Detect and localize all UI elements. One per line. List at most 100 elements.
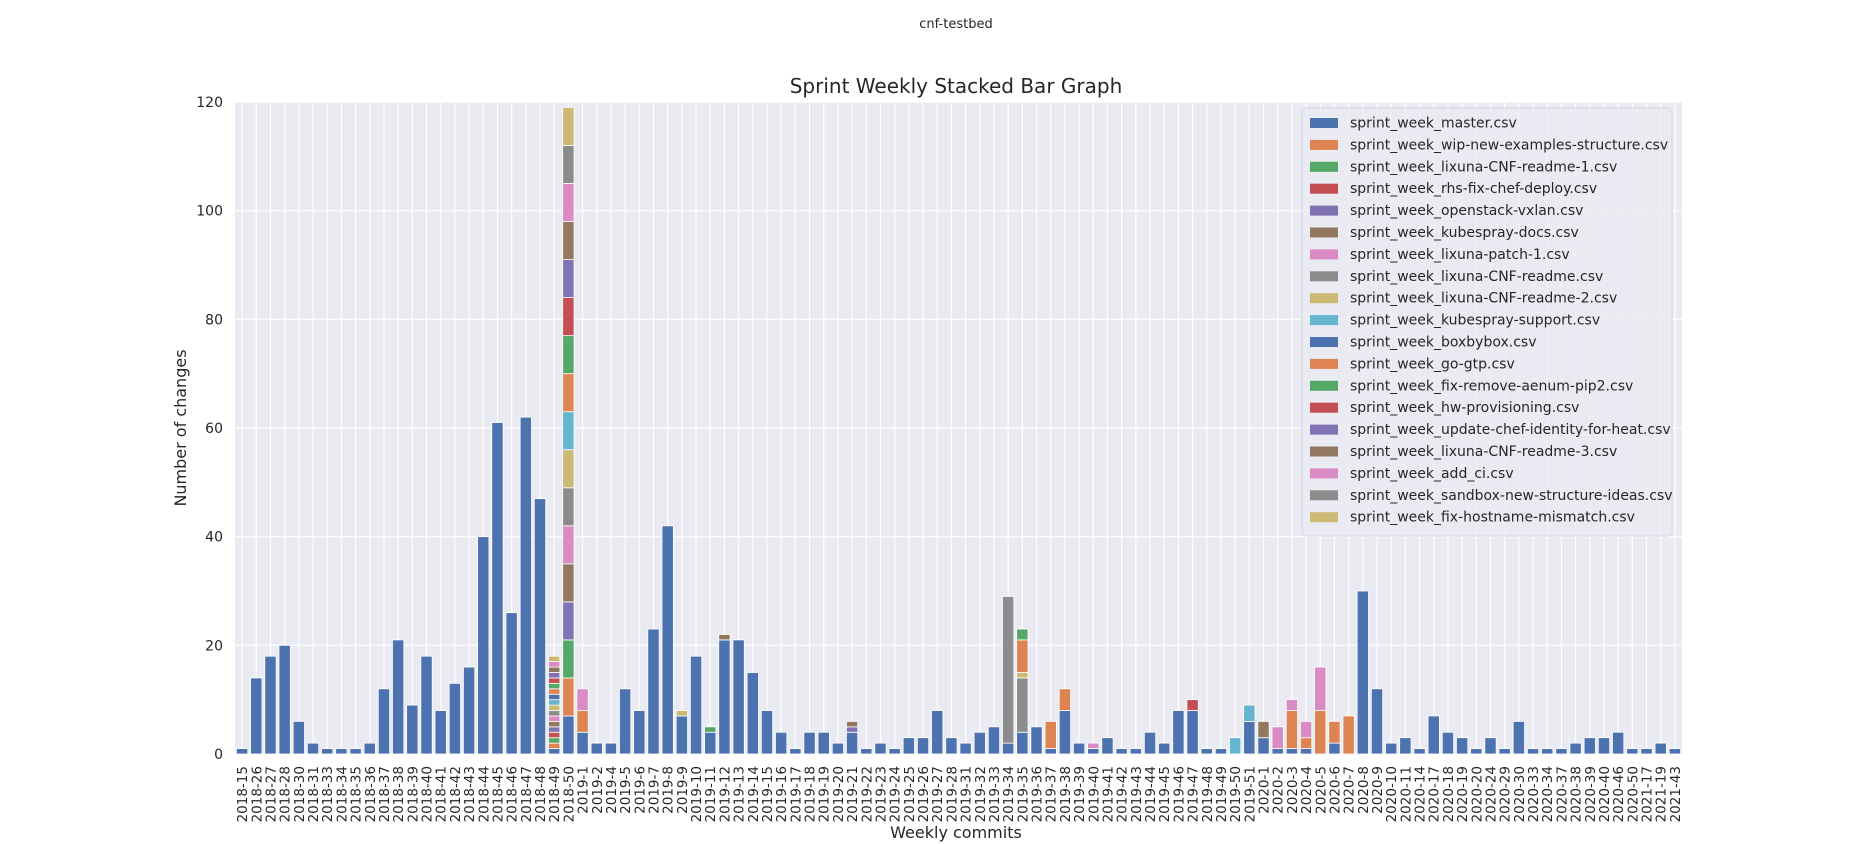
legend-swatch — [1310, 139, 1338, 150]
bar-segment — [548, 655, 561, 663]
x-tick-label: 2019-40 — [1086, 766, 1102, 822]
bar-segment — [1342, 715, 1355, 755]
bar-segment — [491, 422, 504, 755]
x-tick-label: 2019-50 — [1228, 766, 1244, 822]
bar-segment — [548, 666, 561, 673]
x-tick-label: 2019-31 — [959, 766, 975, 822]
y-tick-label: 0 — [214, 747, 223, 763]
bar-segment — [434, 710, 447, 755]
x-tick-label: 2018-41 — [434, 766, 450, 822]
legend-swatch — [1310, 446, 1338, 457]
bar-segment — [647, 628, 660, 755]
bar-segment — [576, 688, 589, 711]
bar-segment — [448, 682, 461, 755]
bar-segment — [1243, 704, 1256, 722]
x-tick-label: 2018-37 — [377, 766, 393, 822]
x-tick-label: 2019-2 — [590, 766, 606, 814]
x-tick-label: 2020-11 — [1398, 766, 1414, 822]
x-tick-label: 2020-40 — [1597, 766, 1613, 822]
bar-segment — [1569, 742, 1582, 755]
bar-segment — [661, 525, 674, 755]
x-tick-label: 2018-28 — [278, 766, 294, 822]
legend-swatch — [1310, 205, 1338, 216]
x-axis-label: Weekly commits — [890, 823, 1022, 842]
bar-segment — [1385, 742, 1398, 755]
bar-segment — [562, 259, 575, 299]
bar-segment — [1030, 726, 1043, 755]
x-tick-label: 2018-27 — [263, 766, 279, 822]
legend-swatch — [1310, 424, 1338, 435]
bar-segment — [1200, 748, 1213, 755]
x-tick-label: 2019-20 — [831, 766, 847, 822]
bar-segment — [1016, 731, 1029, 755]
x-tick-label: 2019-9 — [675, 766, 691, 814]
x-tick-label: 2019-12 — [717, 766, 733, 822]
bar-segment — [548, 693, 561, 701]
bar-segment — [973, 731, 986, 755]
bar-segment — [548, 710, 561, 717]
bar-segment — [817, 731, 830, 755]
x-tick-label: 2019-16 — [774, 766, 790, 822]
bar-segment — [1498, 748, 1511, 755]
x-tick-label: 2020-17 — [1427, 766, 1443, 822]
legend-swatch — [1310, 271, 1338, 282]
bar-segment — [1555, 748, 1568, 755]
legend-entry: sprint_week_fix-remove-aenum-pip2.csv — [1350, 378, 1633, 394]
bar-segment — [548, 742, 561, 749]
bar-segment — [278, 644, 291, 755]
bar-segment — [1299, 748, 1313, 755]
bar-segment — [477, 536, 490, 755]
x-tick-label: 2019-44 — [1143, 766, 1159, 822]
x-tick-label: 2019-26 — [916, 766, 932, 822]
bar-segment — [1158, 742, 1171, 755]
legend-entry: sprint_week_update-chef-identity-for-hea… — [1350, 422, 1671, 438]
bar-segment — [1583, 737, 1596, 755]
bar-segment — [1257, 721, 1270, 739]
bar-segment — [321, 748, 334, 755]
legend-entry: sprint_week_lixuna-CNF-readme-3.csv — [1350, 444, 1617, 460]
chart-title: Sprint Weekly Stacked Bar Graph — [790, 74, 1123, 98]
x-tick-label: 2021-43 — [1668, 766, 1684, 822]
bar-segment — [548, 672, 561, 679]
bar-segment — [1073, 742, 1086, 755]
x-tick-label: 2019-17 — [788, 766, 804, 822]
bar-segment — [392, 639, 405, 755]
x-tick-label: 2018-15 — [235, 766, 251, 822]
legend-swatch — [1310, 358, 1338, 369]
legend-entry: sprint_week_lixuna-CNF-readme-1.csv — [1350, 159, 1617, 175]
legend-swatch — [1310, 490, 1338, 501]
bar-segment — [1370, 688, 1384, 755]
bar-segment — [1314, 710, 1327, 755]
x-tick-label: 2019-24 — [888, 766, 904, 822]
x-tick-label: 2019-19 — [817, 766, 833, 822]
legend-swatch — [1310, 118, 1338, 128]
bar-segment — [306, 742, 320, 755]
bar-segment — [718, 639, 731, 755]
legend: sprint_week_master.csv sprint_week_wip-ne… — [1301, 107, 1673, 537]
x-tick-label: 2018-31 — [306, 766, 322, 822]
x-tick-label: 2018-26 — [249, 766, 265, 822]
bar-segment — [860, 748, 873, 755]
x-tick-label: 2018-49 — [547, 766, 563, 822]
bar-segment — [462, 666, 476, 755]
x-tick-label: 2020-18 — [1441, 766, 1457, 822]
x-tick-label: 2018-38 — [391, 766, 407, 822]
bar-segment — [675, 715, 688, 755]
bar-segment — [519, 416, 532, 755]
bar-segment — [1484, 737, 1497, 755]
bar-segment — [1541, 748, 1554, 755]
x-tick-label: 2020-24 — [1483, 766, 1499, 822]
bar-segment — [562, 335, 575, 375]
bar-segment — [1328, 721, 1341, 744]
x-tick-label: 2019-33 — [987, 766, 1003, 822]
bar-segment — [1016, 677, 1029, 733]
legend-swatch — [1310, 512, 1338, 523]
x-tick-label: 2019-18 — [803, 766, 819, 822]
x-tick-label: 2018-50 — [561, 766, 577, 822]
x-tick-label: 2018-42 — [448, 766, 464, 822]
legend-entry: sprint_week_add_ci.csv — [1350, 466, 1514, 482]
bar-segment — [1115, 748, 1128, 755]
bar-segment — [1271, 748, 1284, 755]
legend-entry: sprint_week_boxbybox.csv — [1350, 335, 1536, 351]
legend-entry: sprint_week_hw-provisioning.csv — [1350, 400, 1579, 416]
